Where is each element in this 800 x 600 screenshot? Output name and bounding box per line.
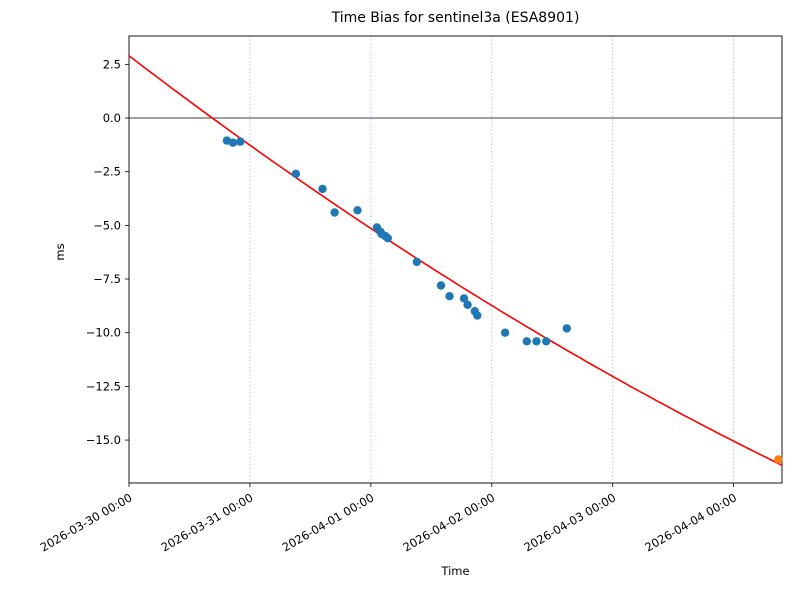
y-tick-label: 2.5 bbox=[103, 57, 121, 71]
time-bias-observations-point bbox=[318, 184, 327, 194]
time-bias-observations-point bbox=[228, 138, 238, 147]
time-bias-observations-point bbox=[330, 208, 339, 217]
x-axis-label: Time bbox=[441, 564, 470, 578]
y-tick-label: −2.5 bbox=[93, 165, 121, 179]
time-bias-observations-point bbox=[445, 292, 454, 301]
chart-title: Time Bias for sentinel3a (ESA8901) bbox=[331, 10, 580, 26]
time-bias-observations-point bbox=[412, 257, 421, 267]
x-tick-label: 2026-04-04 00:00 bbox=[642, 490, 739, 554]
x-tick-label: 2026-04-03 00:00 bbox=[521, 490, 618, 554]
y-tick-label: 0.0 bbox=[103, 111, 121, 125]
y-tick-label: −15.0 bbox=[86, 433, 121, 447]
polynomial-fit-line bbox=[128, 55, 783, 467]
time-bias-observations-point bbox=[291, 169, 301, 178]
x-tick-label: 2026-04-01 00:00 bbox=[280, 490, 377, 554]
time-bias-observations-point bbox=[542, 337, 551, 346]
time-bias-observations-point bbox=[236, 137, 245, 146]
plot-border bbox=[128, 35, 783, 484]
time-bias-observations-point bbox=[459, 294, 469, 303]
x-tick-label: 2026-03-30 00:00 bbox=[38, 490, 135, 554]
time-bias-observations-point bbox=[562, 324, 571, 333]
time-bias-observations-point bbox=[532, 337, 541, 346]
x-tick-label: 2026-04-02 00:00 bbox=[401, 490, 498, 554]
time-bias-observations-point bbox=[383, 234, 392, 243]
time-bias-observations-point bbox=[522, 337, 531, 346]
y-axis-label: ms bbox=[53, 243, 67, 261]
y-tick-label: −7.5 bbox=[93, 272, 121, 286]
y-tick-label: −10.0 bbox=[86, 326, 121, 340]
time-bias-observations-point bbox=[473, 311, 482, 320]
x-tick-label: 2026-03-31 00:00 bbox=[159, 490, 256, 554]
time-bias-observations-point bbox=[353, 206, 362, 215]
y-tick-label: −12.5 bbox=[86, 379, 121, 393]
time-bias-observations-point bbox=[500, 328, 510, 337]
latest-observation-point bbox=[774, 455, 783, 464]
y-tick-label: −5.0 bbox=[93, 218, 121, 232]
time-bias-observations-point bbox=[436, 281, 446, 290]
time-bias-observations-point bbox=[463, 300, 472, 309]
